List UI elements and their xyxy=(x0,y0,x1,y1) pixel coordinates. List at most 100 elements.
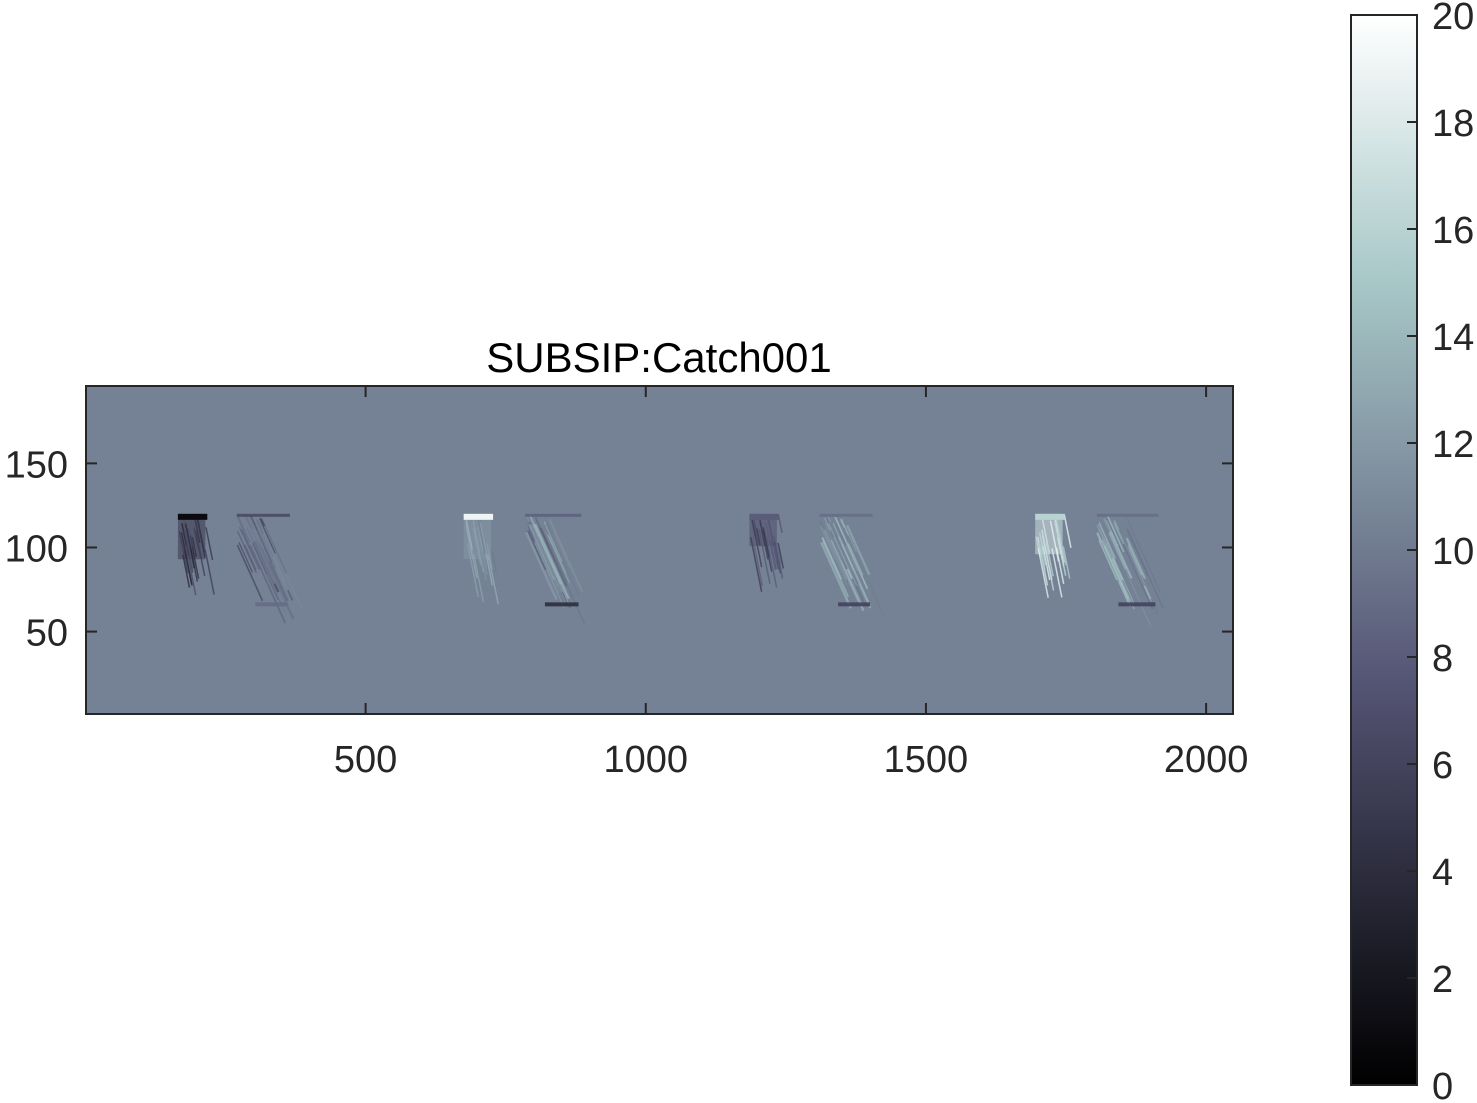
feature-streak xyxy=(1113,516,1129,549)
colorbar-tick-label: 8 xyxy=(1432,638,1453,680)
feature-streak xyxy=(765,535,778,588)
y-tick-labels: 50 100 150 xyxy=(5,444,68,654)
feature-streak xyxy=(476,513,486,554)
feature-streak xyxy=(245,514,261,544)
colorbar-tick-label: 0 xyxy=(1432,1066,1453,1103)
feature-streak xyxy=(823,529,848,580)
feature-streak xyxy=(834,535,862,594)
x-tick-label: 1500 xyxy=(884,739,969,781)
feature-streak xyxy=(751,519,763,568)
feature-streak xyxy=(479,551,485,568)
feature-top-band xyxy=(1035,513,1065,520)
feature-streak xyxy=(1041,519,1051,554)
feature-streak xyxy=(525,531,558,600)
feature-streak xyxy=(773,535,784,579)
feature-streak xyxy=(465,519,473,550)
feature-streak xyxy=(243,544,257,571)
heatmap-feature-4 xyxy=(524,513,589,625)
colorbar-tick-label: 2 xyxy=(1432,959,1453,1001)
heatmap-feature-3 xyxy=(463,513,499,605)
heatmap-feature-2 xyxy=(236,513,303,624)
feature-streak xyxy=(1098,540,1118,581)
x-tick-label: 2000 xyxy=(1164,739,1249,781)
feature-streak xyxy=(845,544,859,571)
feature-streak xyxy=(477,526,484,552)
feature-streak xyxy=(236,516,251,544)
feature-streak xyxy=(187,528,193,547)
feature-streak xyxy=(182,515,195,569)
feature-streak xyxy=(551,517,578,573)
colorbar-ticks xyxy=(1407,14,1417,1086)
chart-title: SUBSIP:Catch001 xyxy=(486,334,832,381)
feature-bottom-band xyxy=(1118,602,1156,607)
feature-streak xyxy=(238,542,254,573)
feature-streak xyxy=(1105,517,1123,553)
feature-streak xyxy=(767,518,780,570)
plot-frame xyxy=(85,385,1234,715)
feature-streak xyxy=(548,544,586,625)
feature-streak xyxy=(545,523,580,597)
feature-streak xyxy=(466,543,479,597)
feature-streak xyxy=(1126,528,1149,577)
colorbar-tick-label: 14 xyxy=(1432,317,1474,359)
feature-streak xyxy=(549,543,569,584)
heatmap-features xyxy=(177,513,1164,627)
feature-streak xyxy=(526,530,547,571)
colorbar-tick-label: 10 xyxy=(1432,531,1474,573)
feature-streak xyxy=(487,555,499,605)
colorbar-tick-label: 4 xyxy=(1432,852,1453,894)
feature-streak xyxy=(752,538,764,587)
x-tick-labels: 500 1000 1500 2000 xyxy=(334,739,1248,781)
feature-streak xyxy=(250,527,288,607)
feature-streak xyxy=(1108,532,1127,570)
feature-streak xyxy=(777,542,785,569)
colorbar-tick-label: 18 xyxy=(1432,103,1474,145)
feature-streak xyxy=(777,513,783,533)
feature-streak xyxy=(539,527,568,587)
feature-streak xyxy=(762,529,773,572)
feature-streak xyxy=(491,550,498,573)
feature-streak xyxy=(773,541,782,574)
axis-ticks xyxy=(86,386,1233,714)
feature-streak xyxy=(479,522,489,562)
feature-streak xyxy=(830,539,865,612)
feature-bottom-band xyxy=(838,602,871,607)
heatmap-feature-7 xyxy=(1035,513,1072,598)
feature-streak xyxy=(760,539,771,584)
feature-streak xyxy=(532,523,570,605)
feature-streak xyxy=(832,523,871,606)
feature-top-band xyxy=(177,513,208,520)
colorbar-tick-labels: 0 2 4 6 8 10 12 14 16 18 20 xyxy=(1432,0,1474,1103)
feature-streak xyxy=(547,534,571,584)
feature-streak xyxy=(178,530,189,574)
heatmap-feature-6 xyxy=(818,513,886,617)
feature-streak xyxy=(236,530,257,574)
feature-streak xyxy=(251,534,276,584)
feature-streak xyxy=(755,527,761,546)
feature-bottom-band xyxy=(544,602,579,607)
feature-streak xyxy=(846,524,871,576)
x-tick-label: 500 xyxy=(334,739,397,781)
feature-streak xyxy=(193,527,199,549)
feature-streak xyxy=(465,526,474,559)
feature-streak xyxy=(241,534,261,575)
feature-streak xyxy=(533,539,560,594)
y-tick-label: 50 xyxy=(26,613,68,655)
feature-streak xyxy=(552,535,589,614)
feature-streak xyxy=(749,536,763,592)
feature-streak xyxy=(246,527,283,607)
feature-streak xyxy=(528,523,556,581)
feature-streak xyxy=(262,532,286,583)
feature-streak xyxy=(183,530,194,573)
feature-top-band xyxy=(463,513,494,520)
feature-streak xyxy=(472,527,482,566)
feature-streak xyxy=(1109,530,1133,579)
feature-streak xyxy=(1106,520,1119,547)
colorbar: 0 2 4 6 8 10 12 14 16 18 20 xyxy=(1350,0,1474,1103)
feature-streak xyxy=(238,526,255,559)
feature-streak xyxy=(205,527,214,561)
feature-streak xyxy=(258,517,277,554)
feature-streak xyxy=(1096,524,1114,560)
feature-streak xyxy=(847,543,864,576)
